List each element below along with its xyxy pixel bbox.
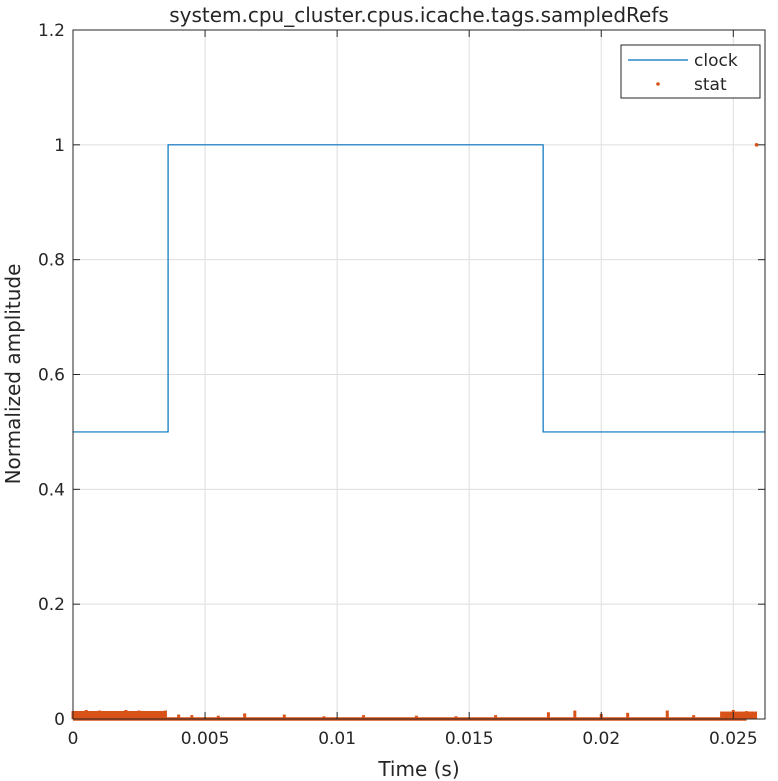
legend-clock-label: clock (694, 51, 738, 71)
stat-dense-region-end (720, 711, 758, 719)
stat-dense-region-start (73, 710, 166, 719)
y-tick-label: 0.8 (38, 251, 65, 271)
y-axis-label: Normalized amplitude (1, 264, 25, 485)
x-tick-label: 0.005 (181, 729, 230, 749)
x-tick-label: 0.01 (318, 729, 356, 749)
legend-stat-label: stat (694, 75, 727, 95)
x-tick-label: 0.015 (445, 729, 494, 749)
chart-title: system.cpu_cluster.cpus.icache.tags.samp… (169, 3, 669, 27)
y-tick-label: 0.4 (38, 480, 65, 500)
series-clock-line (73, 144, 765, 433)
y-tick-label: 1 (54, 136, 65, 156)
stat-point (754, 143, 759, 147)
ticks: 0 0.005 0.01 0.015 0.02 0.025 0 0.2 0.4 0.6 0.8 1 1.… (38, 21, 765, 749)
y-tick-label: 0.6 (38, 366, 65, 386)
legend-stat-swatch (656, 82, 660, 86)
x-axis-label: Time (s) (377, 757, 459, 781)
legend: clock stat (620, 44, 761, 99)
x-tick-label: 0 (68, 729, 79, 749)
x-tick-label: 0.025 (709, 729, 758, 749)
y-tick-label: 0.2 (38, 595, 65, 615)
legend-box (620, 44, 761, 99)
y-tick-label: 0 (54, 710, 65, 730)
y-tick-label: 1.2 (38, 21, 65, 41)
x-tick-label: 0.02 (582, 729, 620, 749)
